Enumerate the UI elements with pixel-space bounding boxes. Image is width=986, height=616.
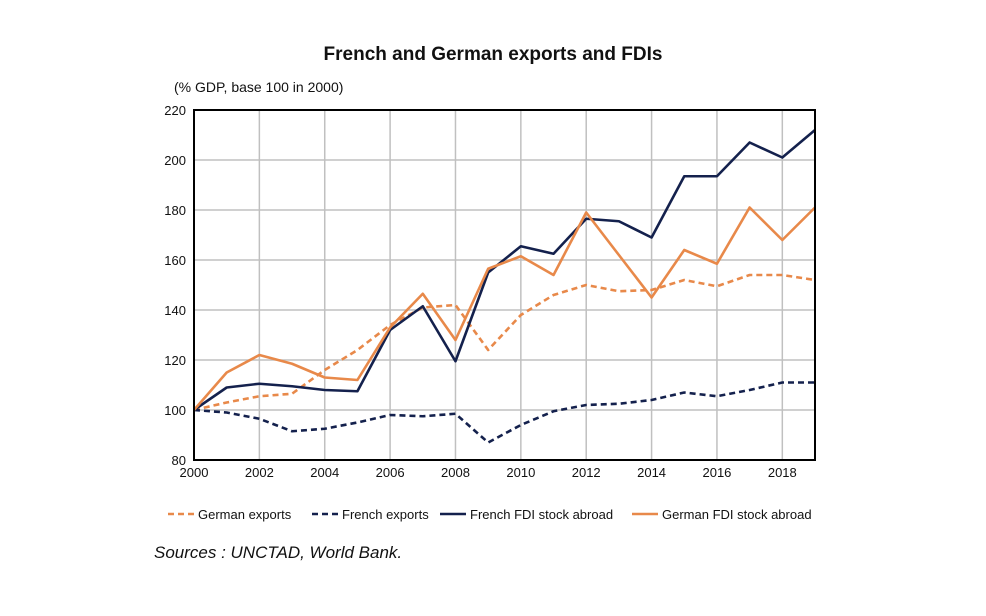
series-line-french-fdi-stock-abroad [193, 129, 816, 412]
series-line-french-exports [193, 381, 815, 444]
y-tick-label: 220 [164, 103, 186, 118]
x-tick-label: 2012 [572, 465, 601, 480]
y-tick-label: 120 [164, 353, 186, 368]
x-tick-label: 2002 [245, 465, 274, 480]
y-tick-label: 80 [172, 453, 186, 468]
legend-label: French exports [342, 507, 429, 522]
x-tick-label: 2010 [506, 465, 535, 480]
chart-title: French and German exports and FDIs [323, 44, 663, 65]
legend-label: German exports [198, 507, 292, 522]
legend-label: German FDI stock abroad [662, 507, 812, 522]
series-line-german-exports [193, 273, 816, 412]
series-line-german-fdi-stock-abroad [193, 206, 816, 411]
x-tick-label: 2000 [180, 465, 209, 480]
plot-frame [193, 109, 816, 461]
y-tick-label: 200 [164, 153, 186, 168]
x-tick-label: 2004 [310, 465, 339, 480]
x-tick-label: 2008 [441, 465, 470, 480]
x-tick-label: 2006 [376, 465, 405, 480]
y-tick-label: 180 [164, 203, 186, 218]
y-tick-label: 140 [164, 303, 186, 318]
x-tick-label: 2016 [702, 465, 731, 480]
y-tick-label: 100 [164, 403, 186, 418]
legend-label: French FDI stock abroad [470, 507, 613, 522]
x-tick-label: 2014 [637, 465, 666, 480]
y-axis-label: (% GDP, base 100 in 2000) [174, 79, 344, 95]
y-tick-label: 160 [164, 253, 186, 268]
sources-note: Sources : UNCTAD, World Bank. [154, 543, 403, 562]
x-tick-label: 2018 [768, 465, 797, 480]
